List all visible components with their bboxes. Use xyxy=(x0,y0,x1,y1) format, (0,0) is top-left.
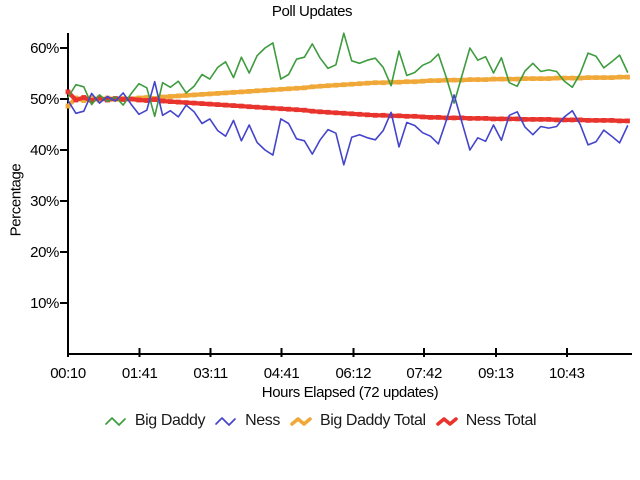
legend-label-ness: Ness xyxy=(245,412,280,429)
x-tick-label: 01:41 xyxy=(122,365,158,382)
ness-total-line-sample-icon xyxy=(435,416,458,426)
legend-item-big-daddy-total: Big Daddy Total xyxy=(289,412,426,430)
legend-label-ness-total: Ness Total xyxy=(465,412,537,429)
y-tick-label: 30% xyxy=(30,193,59,210)
legend-label-big-daddy: Big Daddy xyxy=(134,412,206,429)
x-tick-label: 09:13 xyxy=(478,365,514,382)
x-tick-label: 06:12 xyxy=(335,365,371,382)
series-line-ness xyxy=(67,80,629,166)
y-tick-label: 20% xyxy=(30,244,59,261)
x-axis-title: Hours Elapsed (72 updates) xyxy=(261,384,439,401)
y-tick-label: 50% xyxy=(30,91,59,108)
y-tick-label: 10% xyxy=(30,295,59,312)
legend: Big Daddy Ness Big Daddy Total Ness Tota… xyxy=(0,412,640,430)
x-tick-label: 10:43 xyxy=(549,365,585,382)
series-line-big-daddy xyxy=(67,32,629,118)
legend-item-ness: Ness xyxy=(214,412,280,430)
legend-item-big-daddy: Big Daddy xyxy=(104,412,205,430)
legend-label-big-daddy-total: Big Daddy Total xyxy=(319,412,426,429)
y-tick-label: 60% xyxy=(30,40,59,57)
big-daddy-line-sample-icon xyxy=(104,416,126,426)
chart-title: Poll Updates xyxy=(271,3,353,20)
y-tick-label: 40% xyxy=(30,142,59,159)
legend-item-ness-total: Ness Total xyxy=(435,412,537,430)
big-daddy-total-line-sample-icon xyxy=(290,416,312,426)
x-tick-label: 07:42 xyxy=(406,365,442,382)
ness-line-sample-icon xyxy=(215,416,236,426)
x-tick-label: 04:41 xyxy=(264,365,300,382)
x-tick-label: 03:11 xyxy=(193,365,227,382)
series-line-big-daddy-total xyxy=(65,74,630,109)
x-tick-label: 00:10 xyxy=(50,365,86,382)
series-line-ness-total xyxy=(65,89,630,124)
